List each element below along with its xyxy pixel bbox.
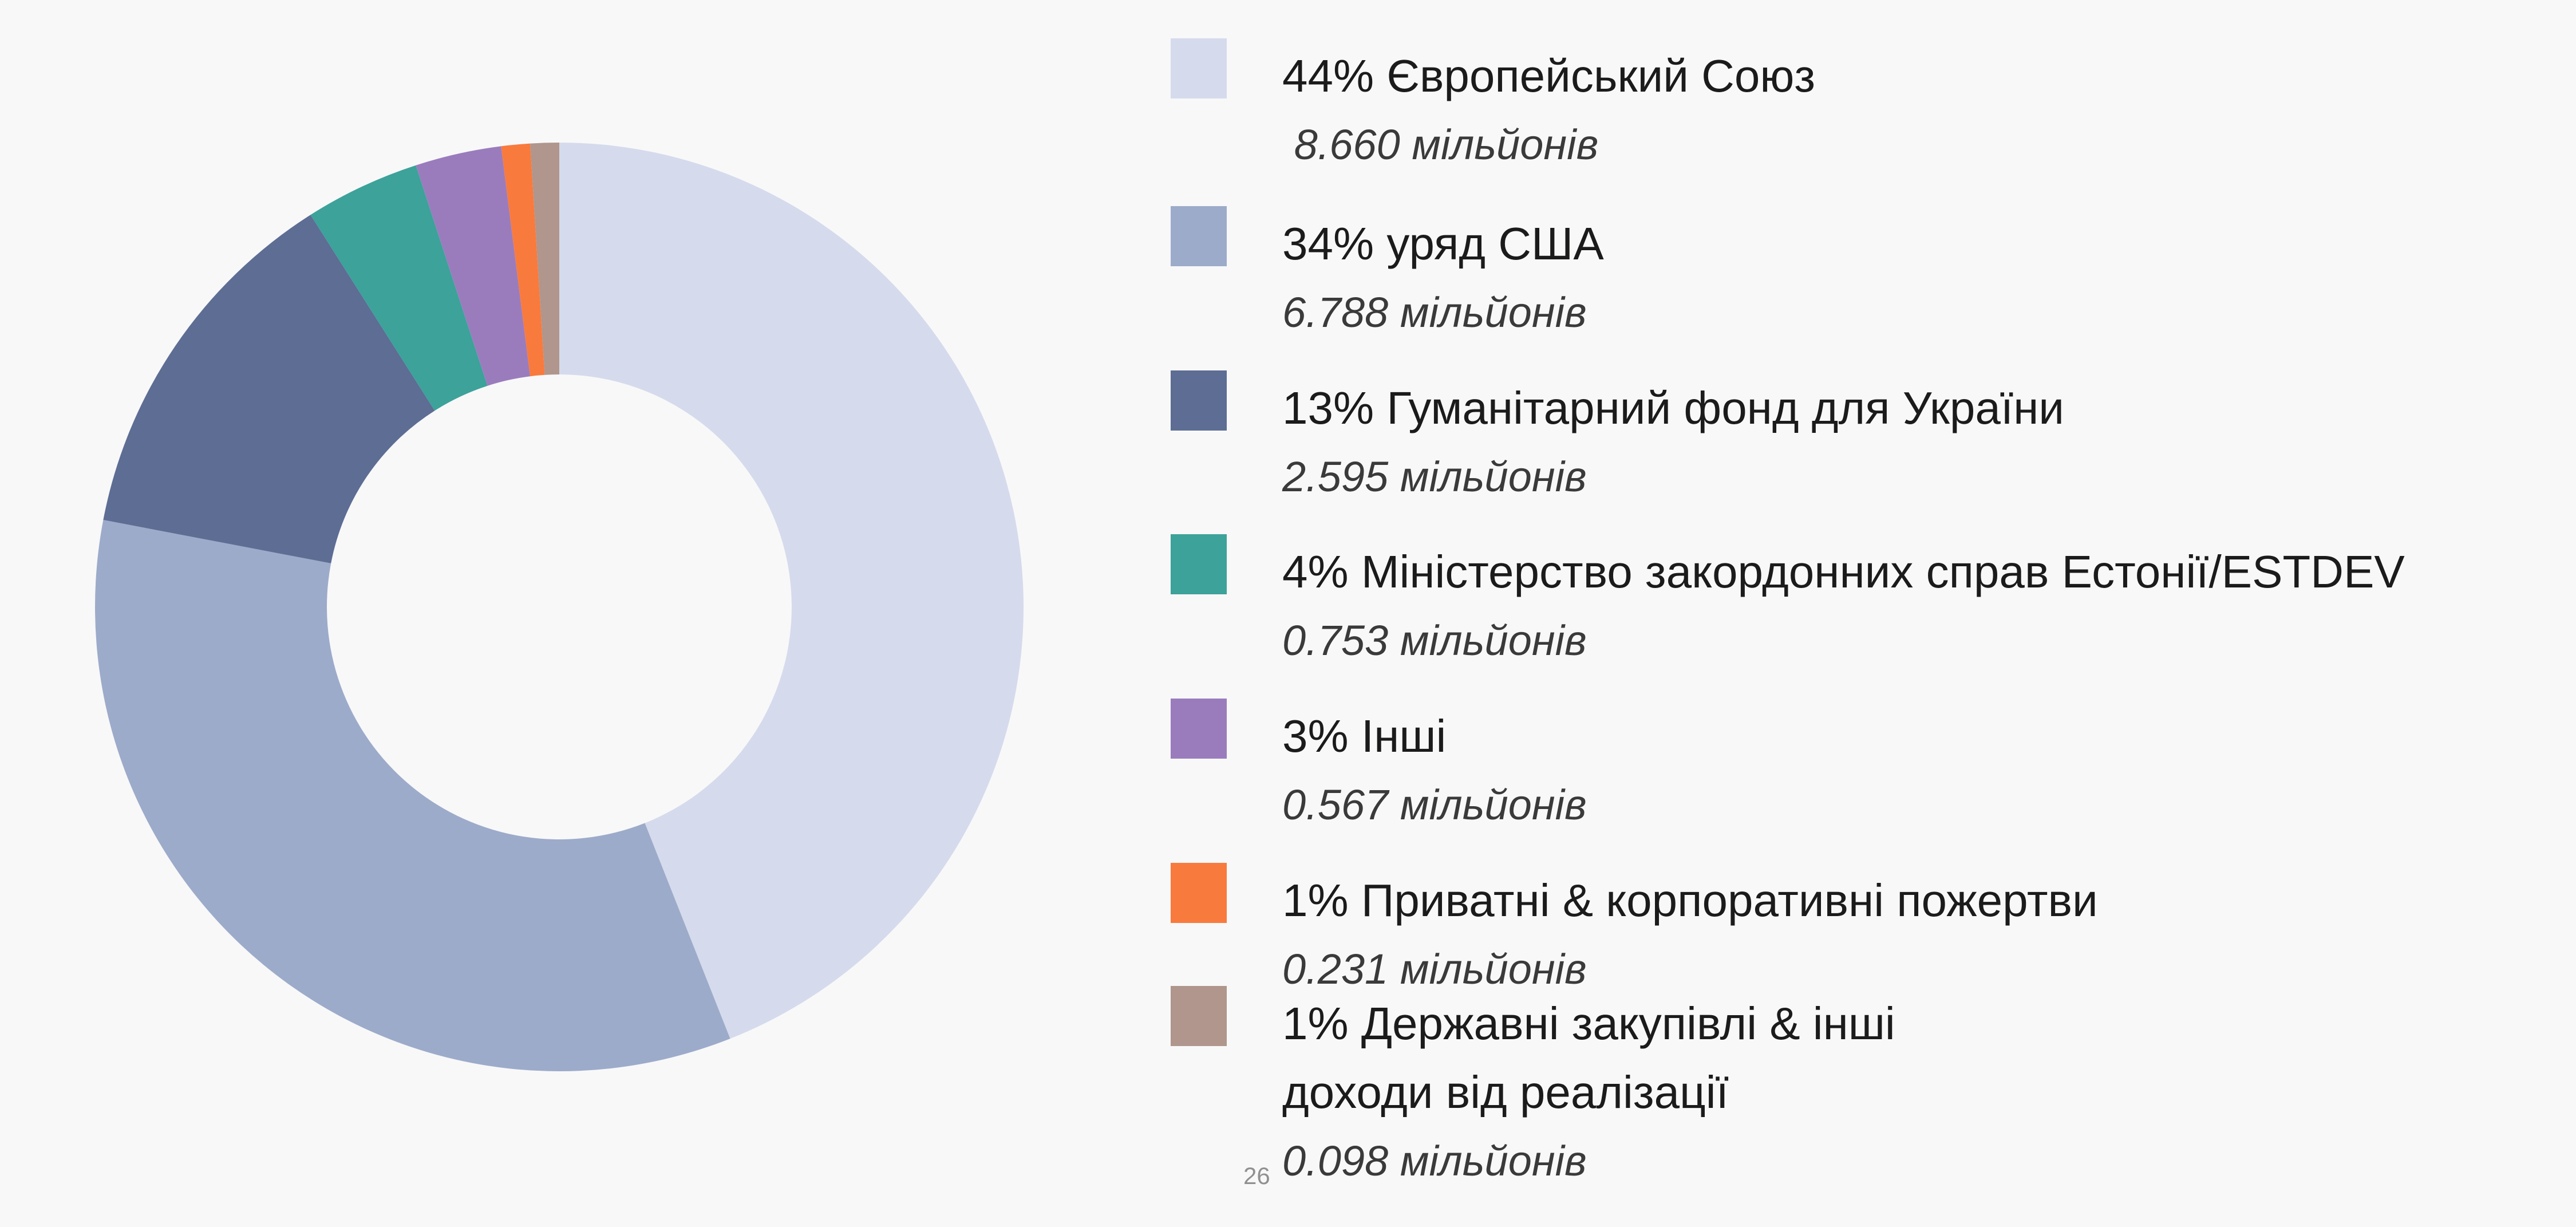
donut-slice-4 (416, 146, 531, 386)
legend-title: 34% уряд США (1282, 218, 1604, 269)
legend-value: 0.753 мільйонів (1282, 617, 1587, 664)
legend-text: 4% Міністерство закордонних справ Естоні… (1282, 538, 2576, 675)
donut-slice-5 (501, 143, 545, 377)
legend-swatch (1171, 370, 1227, 431)
donut-slice-0 (559, 143, 1024, 1039)
donut-slice-1 (95, 520, 730, 1071)
legend-text: 3% Інші 0.567 мільйонів (1282, 702, 2576, 839)
legend-text: 34% уряд США 6.788 мільйонів (1282, 210, 2576, 347)
legend-value: 6.788 мільйонів (1282, 289, 1587, 336)
legend-value: 0.567 мільйонів (1282, 781, 1587, 828)
legend-value: 2.595 мільйонів (1282, 453, 1587, 500)
legend-title: 13% Гуманітарний фонд для України (1282, 382, 2064, 433)
donut-slice-2 (103, 215, 435, 563)
legend-value: 0.098 мільйонів (1282, 1137, 1587, 1185)
page-number: 26 (1243, 1162, 1270, 1189)
legend-text: 13% Гуманітарний фонд для України 2.595 … (1282, 374, 2576, 511)
legend-text: 1% Державні закупівлі & інші доходи від … (1282, 989, 2576, 1196)
donut-slice-3 (310, 165, 488, 411)
legend-text: 1% Приватні & корпоративні пожертви 0.23… (1282, 866, 2576, 1004)
legend-title: 44% Європейський Союз (1282, 50, 1816, 101)
legend-swatch (1171, 38, 1227, 98)
legend-swatch (1171, 986, 1227, 1046)
legend-text: 44% Європейський Союз 8.660 мільйонів (1282, 42, 2576, 179)
legend-value: 0.231 мільйонів (1282, 945, 1587, 993)
legend-title: 1% Державні закупівлі & інші доходи від … (1282, 998, 1895, 1118)
legend-title: 3% Інші (1282, 711, 1447, 762)
legend-title: 4% Міністерство закордонних справ Естоні… (1282, 546, 2405, 597)
legend-value: 8.660 мільйонів (1282, 121, 1599, 168)
legend-title: 1% Приватні & корпоративні пожертви (1282, 875, 2098, 926)
legend-swatch (1171, 534, 1227, 594)
legend-swatch (1171, 699, 1227, 759)
legend-swatch (1171, 206, 1227, 266)
legend-swatch (1171, 863, 1227, 923)
donut-slice-6 (530, 143, 559, 375)
